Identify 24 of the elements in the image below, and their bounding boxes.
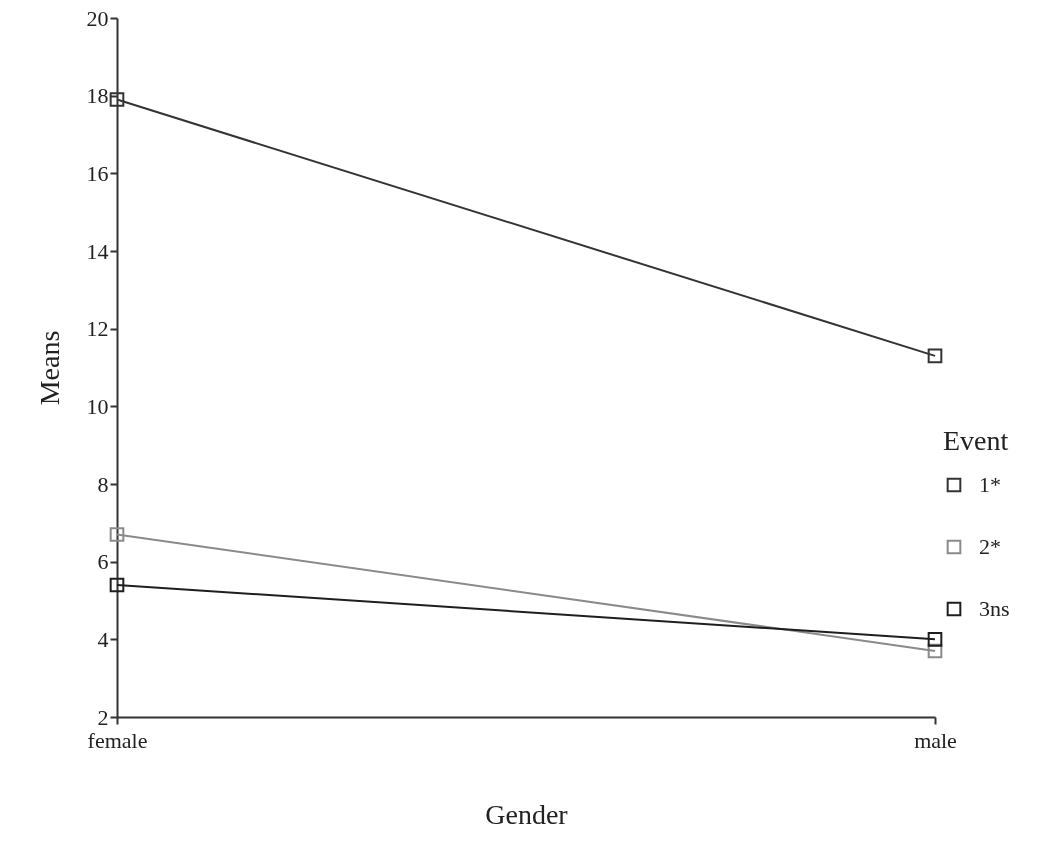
y-tick-label: 6: [97, 549, 109, 575]
y-tick-label: 16: [86, 160, 109, 186]
y-tick-label: 2: [97, 704, 109, 730]
legend-label: 3ns: [979, 596, 1010, 621]
y-tick-label: 18: [86, 83, 109, 109]
point: [927, 643, 943, 659]
y-axis-title: Means: [33, 330, 65, 406]
x-tick-label: female: [87, 727, 148, 753]
x-tick-label: male: [914, 727, 957, 753]
point: [109, 527, 125, 542]
point: [927, 348, 943, 364]
point: [109, 577, 125, 593]
y-tick-label: 8: [97, 471, 109, 497]
y-tick-label: 4: [97, 626, 109, 652]
y-tick-label: 10: [86, 393, 109, 419]
legend-label: 1*: [979, 472, 1001, 497]
y-tick-label: 12: [86, 316, 109, 342]
y-tick-label: 20: [86, 5, 109, 31]
point: [927, 632, 943, 647]
x-axis-title: Gender: [485, 798, 569, 830]
legend-title: Event: [943, 425, 1009, 456]
y-tick-label: 14: [86, 238, 109, 264]
legend-label: 2*: [979, 534, 1001, 559]
point: [109, 92, 125, 107]
